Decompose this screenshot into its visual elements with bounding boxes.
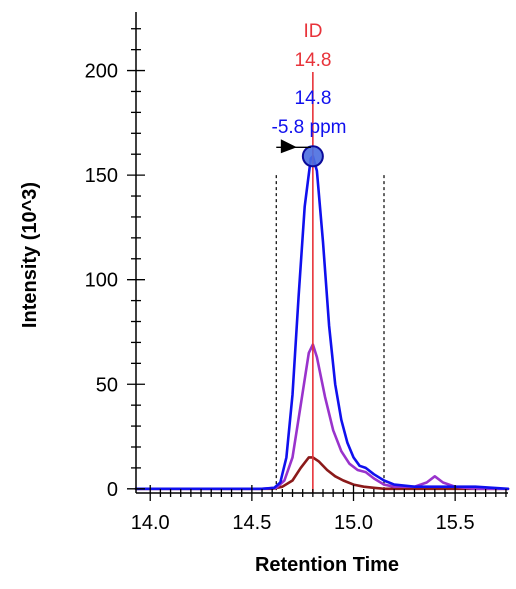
peak-marker[interactable] [301,145,324,168]
x-tick-label: 15.5 [436,512,475,534]
x-axis-title: Retention Time [255,554,399,576]
series-line-darkred [134,456,510,491]
id-label: ID [304,21,323,42]
x-tick-label: 14.5 [232,512,271,534]
x-tick-label: 15.0 [334,512,373,534]
x-tick-label: 14.0 [131,512,170,534]
peak-arrow-head [280,139,297,154]
peak-ppm-label: -5.8 ppm [272,117,347,138]
series-line-purple [134,343,510,491]
y-tick-label: 50 [96,374,118,396]
y-axis-title: Intensity (10^3) [19,182,41,328]
y-tick-label: 100 [85,270,118,292]
data-layer [134,72,510,493]
y-tick-label: 200 [85,61,118,83]
y-tick-label: 150 [85,165,118,187]
id-value: 14.8 [295,50,332,71]
y-tick-label: 0 [107,479,118,501]
series-line-blue [134,155,510,491]
axes-layer: 0 50 100 150 200 14.0 14.5 15.0 15.5 [85,12,508,534]
peak-rt-label: 14.8 [295,88,332,109]
